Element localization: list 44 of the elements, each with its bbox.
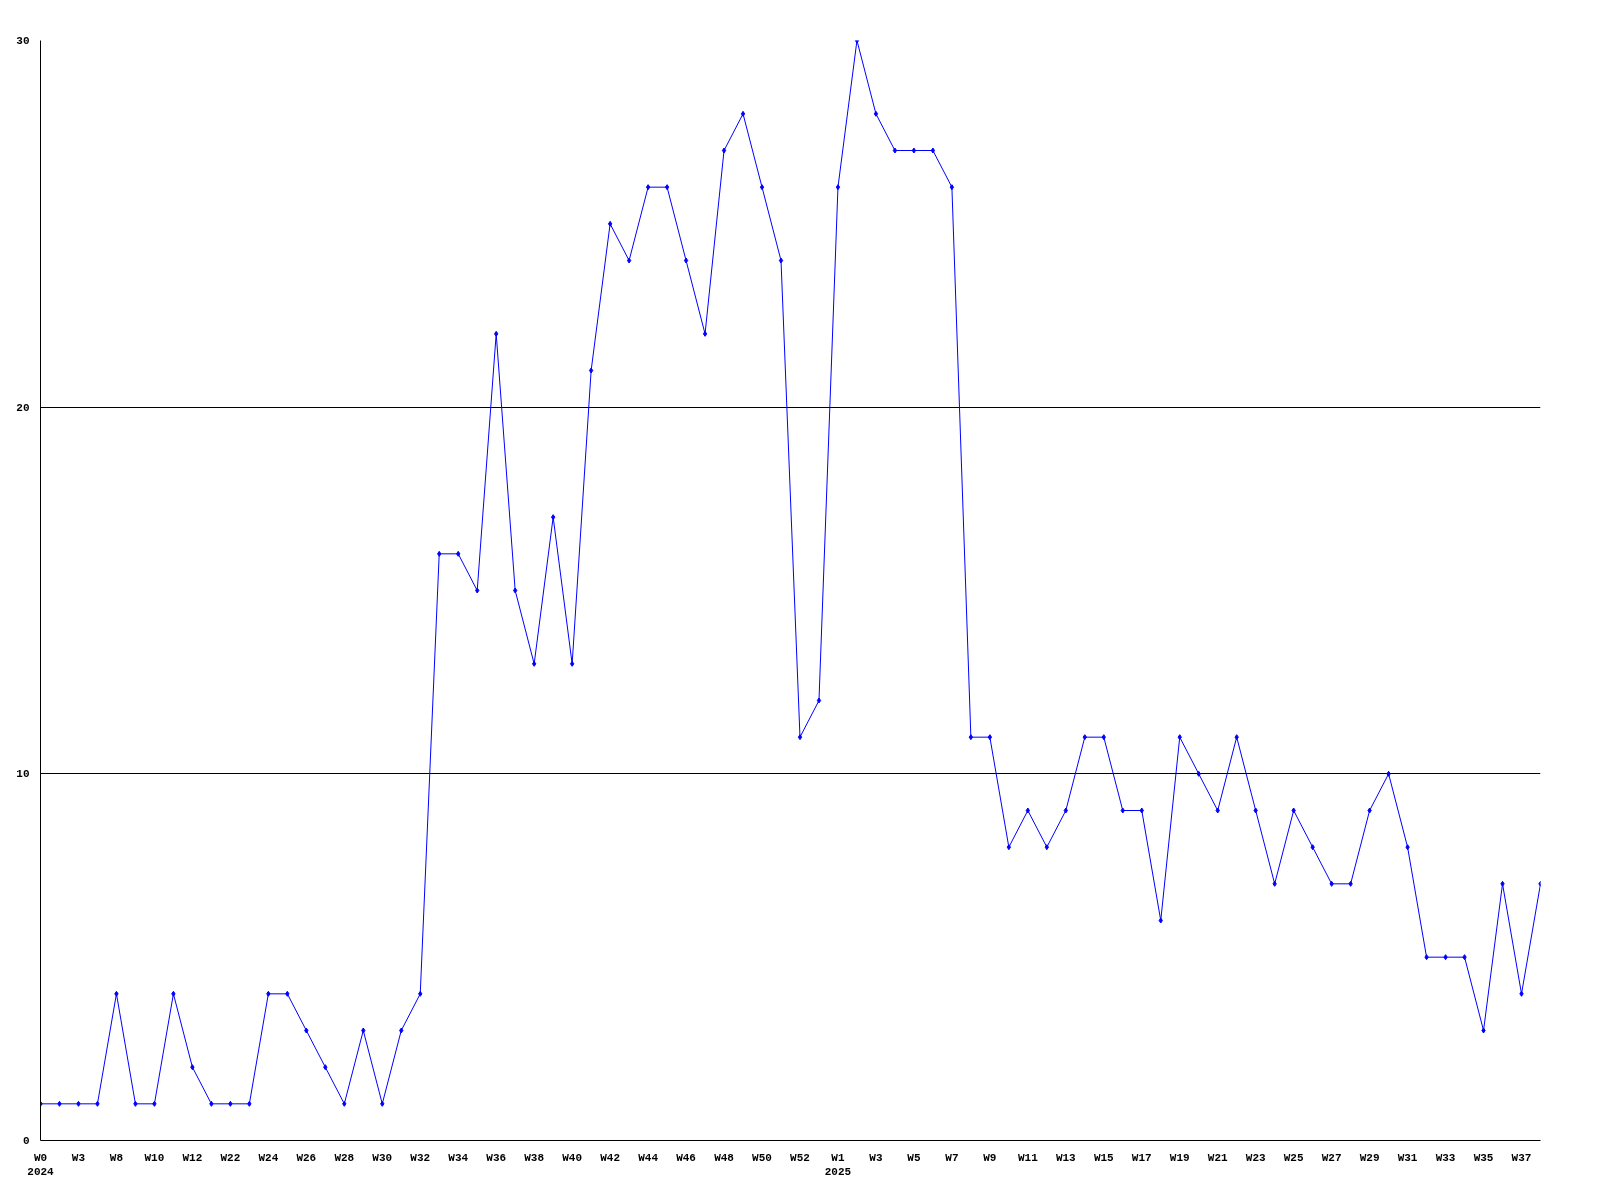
x-tick-label: W50 [752, 1151, 772, 1164]
x-tick-label: W38 [524, 1151, 545, 1164]
x-tick-label: W32 [410, 1151, 431, 1164]
x-tick-label: W12 [182, 1151, 203, 1164]
x-tick-label: W40 [562, 1151, 583, 1164]
x-tick-label: W25 [1283, 1151, 1304, 1164]
x-tick-label: W7 [945, 1151, 959, 1164]
x-tick-label: W29 [1359, 1151, 1380, 1164]
x-tick-label: W22 [220, 1151, 241, 1164]
y-tick-label: 10 [16, 768, 30, 781]
x-tick-label: W9 [983, 1151, 997, 1164]
x-tick-label: W13 [1055, 1151, 1077, 1164]
x-tick-label: W23 [1245, 1151, 1266, 1164]
y-tick-label: 30 [16, 35, 30, 47]
x-tick-label: W26 [296, 1151, 317, 1164]
x-tick-label: W19 [1169, 1151, 1190, 1164]
x-tick-label: W3 [71, 1151, 86, 1164]
x-tick-label: W31 [1397, 1151, 1418, 1164]
x-tick-label: W44 [638, 1151, 659, 1164]
x-tick-label: W10 [144, 1151, 165, 1164]
x-tick-label: W11 [1017, 1151, 1039, 1164]
x-tick-label: W37 [1511, 1151, 1532, 1164]
x-tick-label: W46 [676, 1151, 696, 1164]
x-tick-label: W48 [714, 1151, 735, 1164]
x-tick-label: W5 [907, 1151, 921, 1164]
x-tick-label: W21 [1207, 1151, 1229, 1164]
x-tick-label: W24 [258, 1151, 279, 1164]
x-tick-label: W30 [372, 1151, 393, 1164]
x-tick-label: W0 2024 [27, 1151, 55, 1178]
x-tick-label: W42 [600, 1151, 621, 1164]
x-tick-label: W28 [334, 1151, 355, 1164]
y-tick-label: 20 [16, 401, 30, 414]
x-tick-label: W35 [1473, 1151, 1494, 1164]
x-tick-label: W33 [1435, 1151, 1456, 1164]
x-tick-label: W27 [1321, 1151, 1342, 1164]
x-tick-label: W1 2025 [824, 1151, 852, 1178]
x-tick-label: W15 [1093, 1151, 1115, 1164]
y-tick-label: 0 [22, 1135, 30, 1147]
x-tick-label: W52 [790, 1151, 810, 1164]
x-tick-label: W36 [486, 1151, 507, 1164]
x-tick-label: W8 [109, 1151, 124, 1164]
x-tick-label: W17 [1131, 1151, 1152, 1164]
x-tick-label: W3 [869, 1151, 883, 1164]
x-tick-label: W34 [448, 1151, 469, 1164]
